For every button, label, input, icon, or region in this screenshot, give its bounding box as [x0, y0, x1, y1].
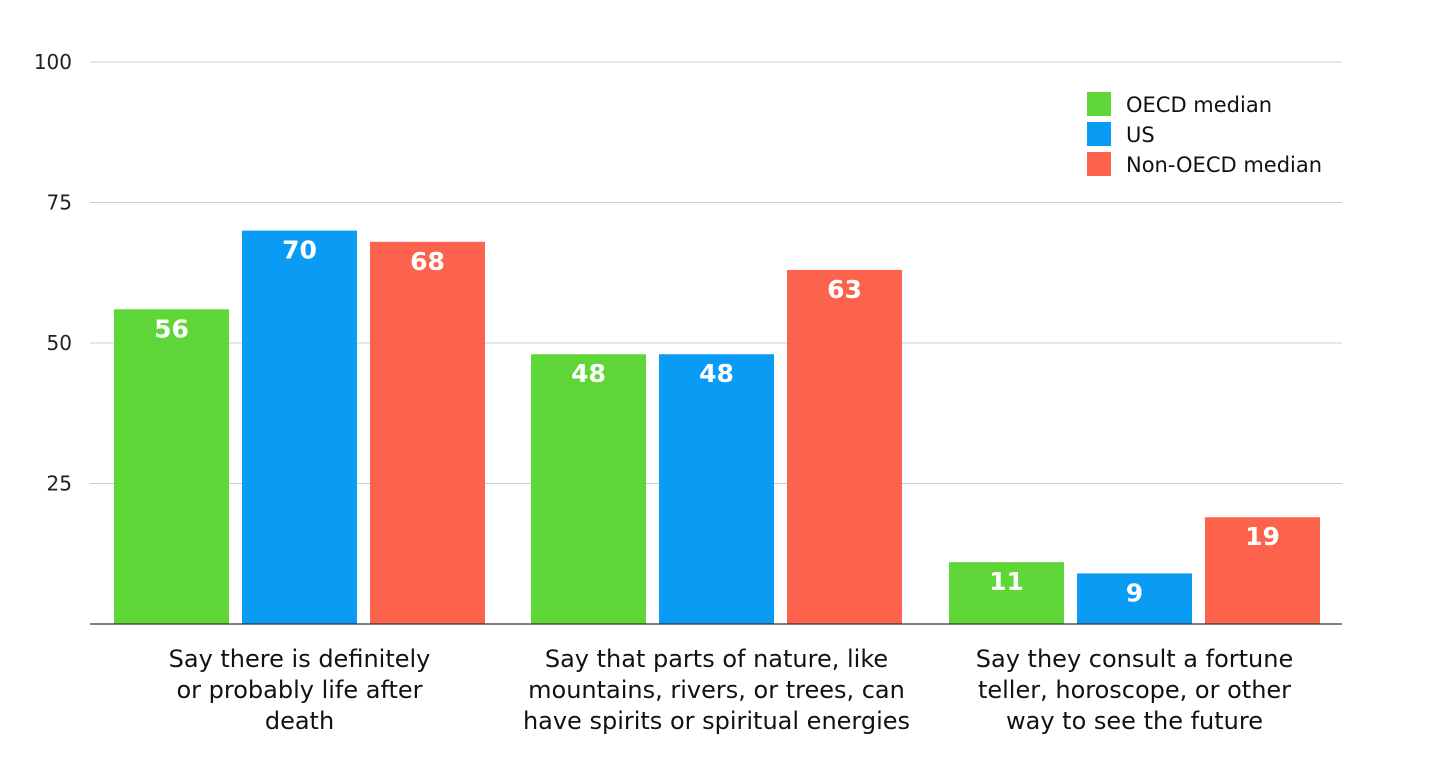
legend-label: US	[1126, 123, 1155, 147]
y-tick-label: 25	[47, 472, 72, 496]
data-label: 56	[154, 314, 189, 343]
bars	[114, 230, 1320, 624]
bar	[114, 309, 229, 624]
data-label: 19	[1245, 522, 1280, 551]
category-label: or probably life after	[176, 676, 422, 704]
bar	[949, 562, 1064, 624]
data-label: 63	[827, 275, 862, 304]
category-label: death	[265, 707, 334, 735]
legend-swatch	[1087, 152, 1111, 176]
data-label: 11	[989, 567, 1024, 596]
bar	[787, 269, 902, 624]
y-tick-label: 100	[34, 50, 72, 74]
legend: OECD median US Non-OECD median	[1087, 92, 1322, 177]
category-label: Say there is definitely	[169, 645, 431, 673]
bar	[242, 230, 357, 624]
bar	[531, 354, 646, 624]
legend-swatch	[1087, 122, 1111, 146]
bar	[1077, 573, 1192, 624]
bar	[1205, 517, 1320, 624]
data-label: 70	[282, 236, 317, 265]
bar	[659, 354, 774, 624]
data-label: 48	[571, 359, 606, 388]
y-tick-label: 75	[47, 191, 72, 215]
category-label: mountains, rivers, or trees, can	[528, 676, 905, 704]
data-labels: 56 70 68 48 48 63 11 9 19	[154, 236, 1280, 608]
category-label: Say that parts of nature, like	[545, 645, 888, 673]
category-labels: Say there is definitely or probably life …	[169, 645, 1294, 735]
y-tick-label: 50	[47, 331, 72, 355]
legend-label: OECD median	[1126, 93, 1272, 117]
category-label: way to see the future	[1006, 707, 1263, 735]
y-axis-tick-labels: 25 50 75 100	[34, 50, 72, 496]
data-label: 68	[410, 247, 445, 276]
bar	[370, 241, 485, 624]
data-label: 48	[699, 359, 734, 388]
legend-swatch	[1087, 92, 1111, 116]
category-label: have spirits or spiritual energies	[523, 707, 910, 735]
legend-label: Non-OECD median	[1126, 153, 1322, 177]
category-label: Say they consult a fortune	[976, 645, 1293, 673]
data-label: 9	[1126, 578, 1143, 607]
category-label: teller, horoscope, or other	[978, 676, 1291, 704]
